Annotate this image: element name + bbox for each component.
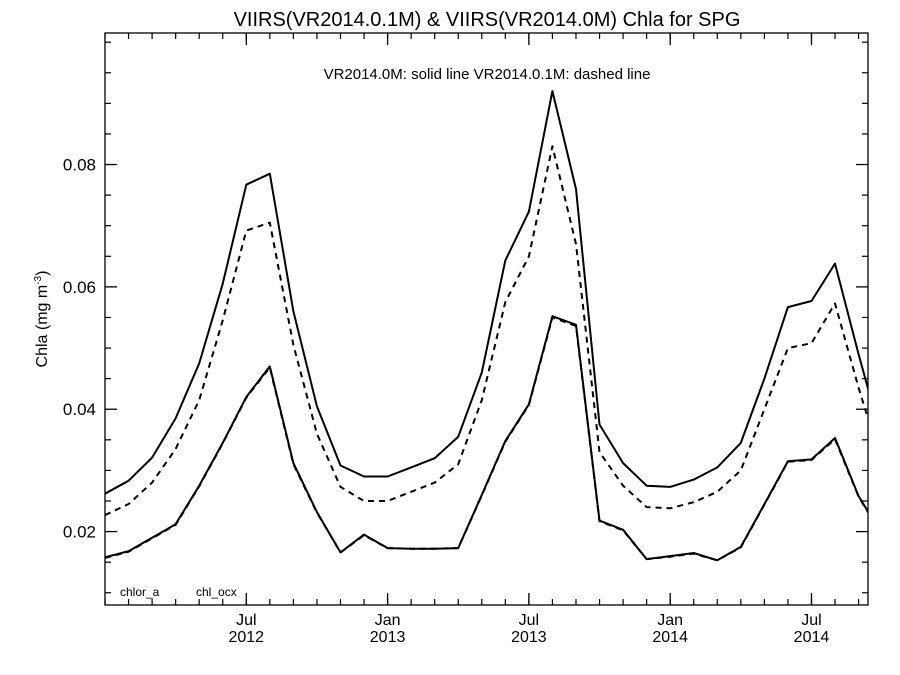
chart-subtitle: VR2014.0M: solid line VR2014.0.1M: dashe…	[324, 66, 651, 83]
x-tick-label-year: 2013	[370, 629, 406, 646]
tick-layer: 0.020.040.060.08Jul2012Jan2013Jul2013Jan…	[63, 33, 868, 646]
y-axis-label-main: Chla (mg m	[34, 285, 51, 368]
y-axis-label-close: )	[34, 271, 51, 276]
x-tick-label-year: 2014	[652, 629, 688, 646]
x-tick-label-month: Jul	[801, 612, 821, 629]
series-layer	[105, 90, 868, 562]
series-line-3	[105, 315, 868, 562]
series-line-1	[105, 90, 868, 495]
y-axis-label-exponent: -3	[33, 275, 44, 284]
y-axis-label: Chla (mg m-3)	[33, 271, 51, 368]
x-tick-label-year: 2012	[228, 629, 264, 646]
x-tick-label-month: Jan	[375, 612, 401, 629]
y-tick-label: 0.08	[63, 156, 96, 175]
x-tick-label-month: Jul	[236, 612, 256, 629]
legend-label-chl-ocx: chl_ocx	[196, 585, 237, 599]
y-tick-label: 0.02	[63, 523, 96, 542]
y-tick-label: 0.06	[63, 278, 96, 297]
x-tick-label-year: 2013	[511, 629, 547, 646]
y-tick-label: 0.04	[63, 400, 96, 419]
series-line-4	[105, 316, 868, 562]
plot-frame	[104, 32, 869, 606]
x-tick-label-year: 2014	[794, 629, 830, 646]
x-tick-label-month: Jul	[519, 612, 539, 629]
legend-label-chlor-a: chlor_a	[120, 585, 160, 599]
chart-title: VIIRS(VR2014.0.1M) & VIIRS(VR2014.0M) Ch…	[234, 9, 741, 31]
series-line-2	[105, 145, 868, 517]
x-tick-label-month: Jan	[657, 612, 683, 629]
